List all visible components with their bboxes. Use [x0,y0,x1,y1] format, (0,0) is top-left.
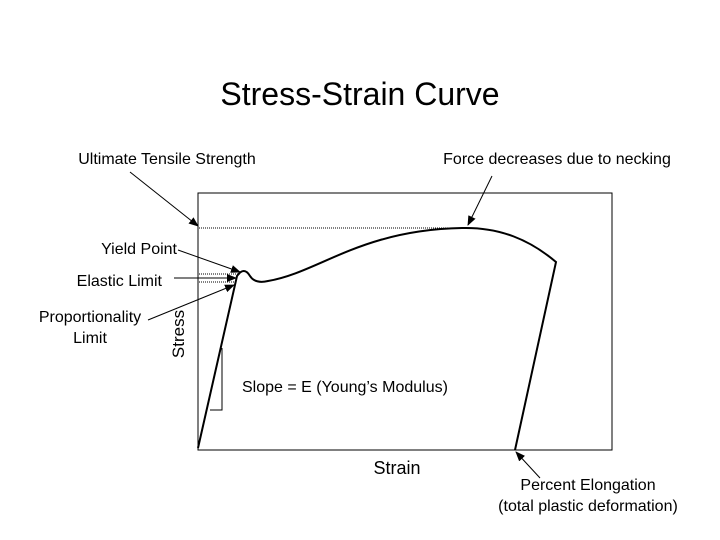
label: (total plastic deformation) [498,498,678,515]
label: Elastic Limit [77,273,163,290]
stress-strain-curve [197,226,558,451]
title: Stress-Strain Curve [220,76,499,112]
label: Force decreases due to necking [443,151,671,168]
label: Ultimate Tensile Strength [78,151,256,168]
arrow [147,284,235,321]
label: Slope = E (Young’s Modulus) [242,379,448,396]
axis-label: Stress [169,310,188,358]
arrow [467,175,493,226]
arrow [177,249,241,273]
label: Yield Point [101,241,177,258]
label: Percent Elongation [520,477,655,494]
slope-triangle [210,348,223,411]
label: Limit [73,330,107,347]
arrow [515,451,541,479]
plot-box [197,192,613,451]
axis-label: Strain [373,458,420,478]
arrow [129,171,199,227]
label: Proportionality [39,309,141,326]
